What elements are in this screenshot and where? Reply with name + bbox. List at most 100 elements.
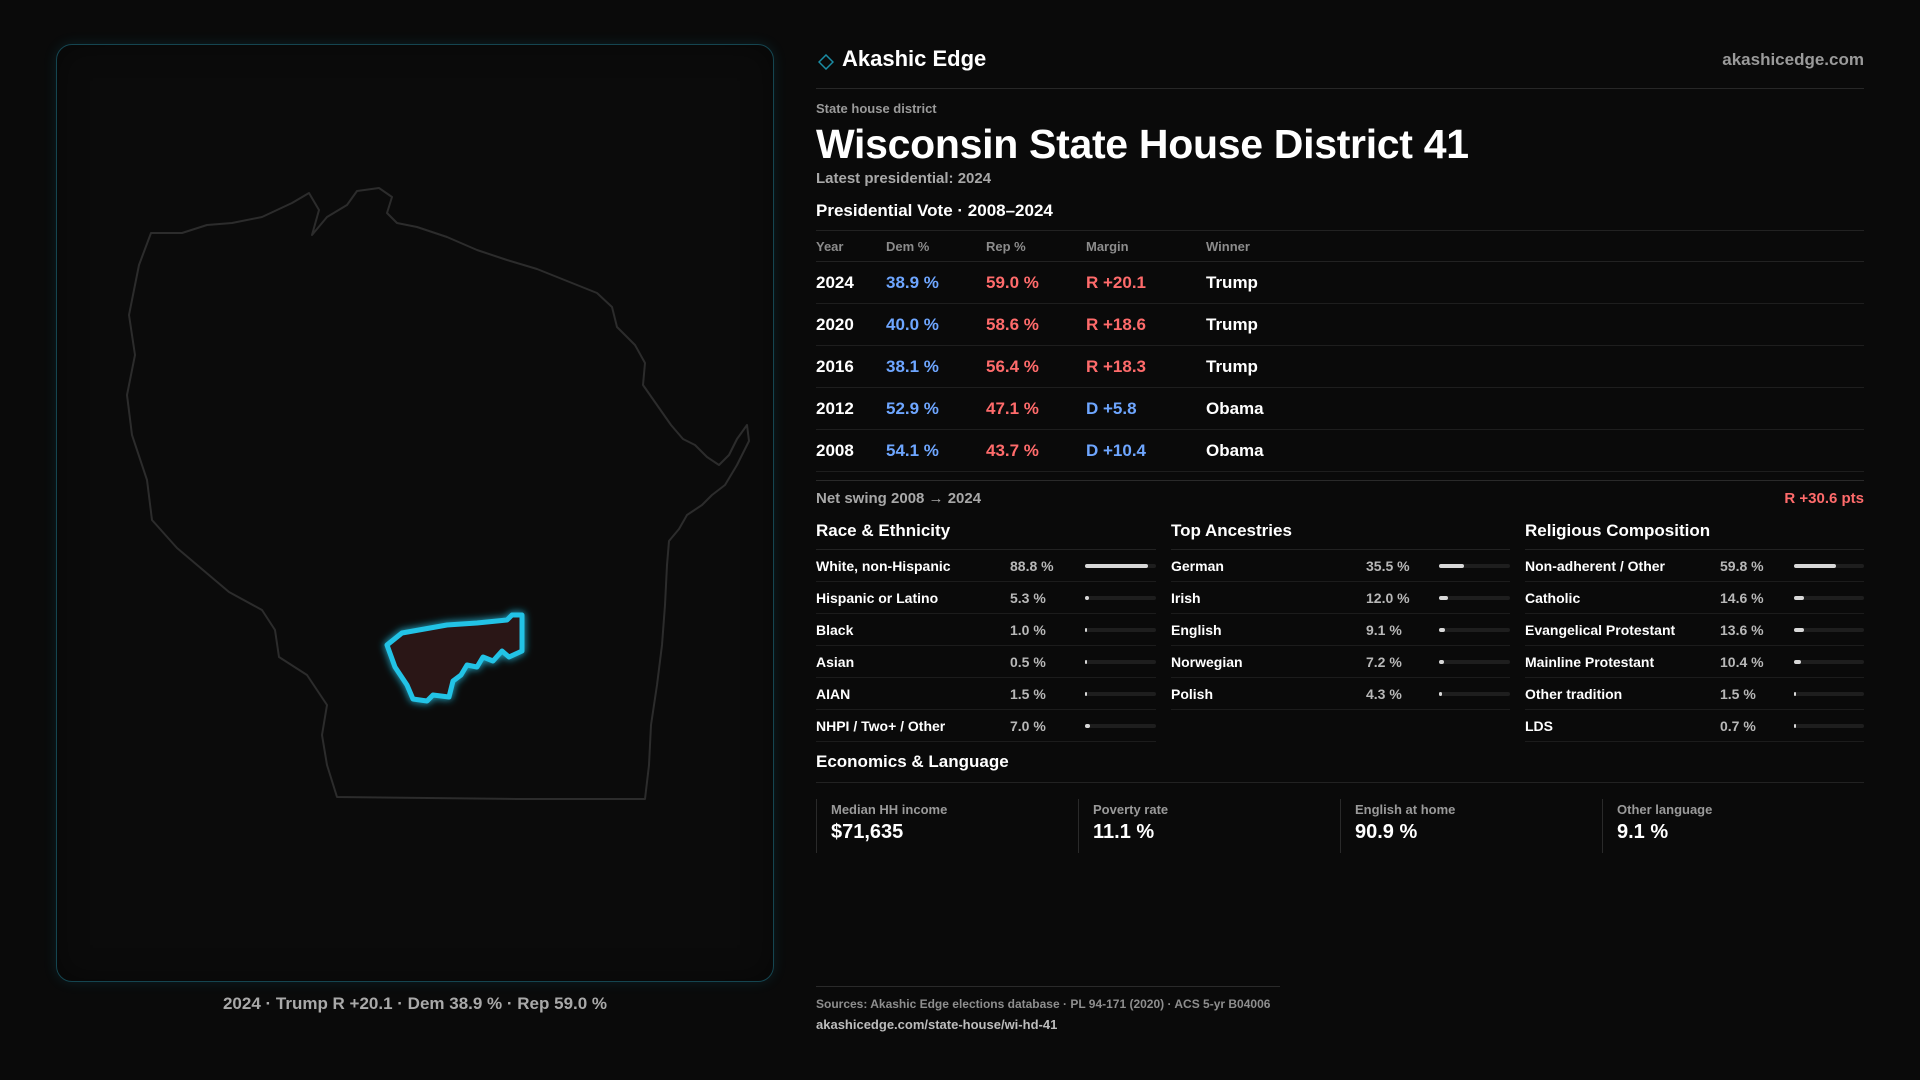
metric-divider [1078,799,1079,853]
margin-cell: R +20.1 [1086,261,1206,304]
metric-label: Poverty rate [1093,802,1169,817]
stat-row: English 9.1 % [1171,614,1510,646]
stat-row: Mainline Protestant 10.4 % [1525,646,1864,678]
stat-bar-fill [1794,628,1804,632]
stat-value: 14.6 % [1720,590,1764,606]
stat-value: 4.3 % [1366,686,1402,702]
rep-cell: 56.4 % [986,345,1086,388]
economics-metrics: Median HH income $71,635 Poverty rate 11… [816,799,1864,853]
stat-row: Other tradition 1.5 % [1525,678,1864,710]
page-url-link[interactable]: akashicedge.com/state-house/wi-hd-41 [816,1017,1058,1032]
dem-cell: 54.1 % [886,429,986,472]
race-ethnicity-title: Race & Ethnicity [816,521,1156,550]
stat-bar-fill [1439,692,1442,696]
stat-label: Non-adherent / Other [1525,558,1666,574]
detail-panel: Akashic Edge akashicedge.com State house… [816,40,1864,853]
table-row: 2020 40.0 % 58.6 % R +18.6 Trump [816,303,1864,346]
metric-label: English at home [1355,802,1456,817]
column-header-winner: Winner [1206,231,1864,262]
metric-value: 9.1 % [1617,821,1669,843]
stat-bar-fill [1794,692,1796,696]
site-link[interactable]: akashicedge.com [1722,50,1864,69]
sources-footer: Sources: Akashic Edge elections database… [816,986,1280,1032]
stat-value: 9.1 % [1366,622,1402,638]
stat-row: White, non-Hispanic 88.8 % [816,550,1156,582]
stat-label: Asian [816,654,855,670]
map-panel[interactable] [56,44,774,982]
margin-cell: D +10.4 [1086,429,1206,472]
winner-cell: Trump [1206,303,1864,346]
economics-title: Economics & Language [816,752,1864,783]
stat-label: Black [816,622,854,638]
stat-label: Norwegian [1171,654,1243,670]
presidential-vote-table: Year Dem % Rep % Margin Winner 2024 38.9… [816,231,1864,472]
margin-cell: R +18.3 [1086,345,1206,388]
stat-bar-fill [1085,628,1087,632]
stat-bar-fill [1439,564,1464,568]
brand-name[interactable]: Akashic Edge [842,46,987,71]
stat-row: LDS 0.7 % [1525,710,1864,742]
column-header-year: Year [816,231,886,262]
stat-value: 13.6 % [1720,622,1764,638]
column-header-margin: Margin [1086,231,1206,262]
dem-cell: 52.9 % [886,387,986,430]
year-cell: 2008 [816,429,886,472]
stat-bar-fill [1794,564,1836,568]
stat-row: NHPI / Two+ / Other 7.0 % [816,710,1156,742]
stat-bar-track [1794,596,1864,600]
ancestries-section: Top Ancestries German 35.5 % Irish 12.0 % En… [1171,521,1510,742]
stat-row: Polish 4.3 % [1171,678,1510,710]
table-row: 2012 52.9 % 47.1 % D +5.8 Obama [816,387,1864,430]
stat-label: Irish [1171,590,1201,606]
stat-bar-fill [1439,596,1448,600]
stat-bar-track [1439,692,1510,696]
stat-label: Other tradition [1525,686,1623,702]
metric-english-at-home: English at home 90.9 % [1340,799,1602,853]
stat-row: AIAN 1.5 % [816,678,1156,710]
dem-cell: 38.9 % [886,261,986,304]
stat-row: Black 1.0 % [816,614,1156,646]
district-map[interactable] [57,45,775,983]
year-cell: 2024 [816,261,886,304]
stat-value: 88.8 % [1010,558,1054,574]
stat-bar-track [1439,628,1510,632]
winner-cell: Obama [1206,387,1864,430]
net-swing-value: R +30.6 pts [1784,490,1864,507]
stat-bar-fill [1794,660,1801,664]
diamond-icon [818,54,834,70]
metric-divider [1602,799,1603,853]
metric-label: Other language [1617,802,1713,817]
stat-row: German 35.5 % [1171,550,1510,582]
stat-value: 1.0 % [1010,622,1046,638]
stat-row: Irish 12.0 % [1171,582,1510,614]
stat-value: 7.2 % [1366,654,1402,670]
stat-value: 12.0 % [1366,590,1410,606]
stat-value: 0.5 % [1010,654,1046,670]
year-cell: 2012 [816,387,886,430]
page-title: Wisconsin State House District 41 [816,121,1469,167]
metric-value: 11.1 % [1093,821,1155,843]
winner-cell: Trump [1206,261,1864,304]
stat-value: 1.5 % [1010,686,1046,702]
demographics-columns: Race & Ethnicity White, non-Hispanic 88.8… [816,521,1864,742]
district-outline[interactable] [384,612,525,704]
stat-label: NHPI / Two+ / Other [816,718,946,734]
stat-label: Evangelical Protestant [1525,622,1676,638]
stat-bar-track [1439,660,1510,664]
sources-text: Sources: Akashic Edge elections database… [816,997,1271,1011]
stat-bar-fill [1085,660,1087,664]
stat-label: German [1171,558,1224,574]
stat-value: 0.7 % [1720,718,1756,734]
stat-value: 7.0 % [1010,718,1046,734]
stat-bar-fill [1085,692,1087,696]
stat-bar-track [1794,724,1864,728]
stat-bar-track [1085,724,1156,728]
stat-row: Hispanic or Latino 5.3 % [816,582,1156,614]
stat-bar-track [1439,596,1510,600]
religion-section: Religious Composition Non-adherent / Oth… [1525,521,1864,742]
state-outline [126,187,750,800]
stat-bar-track [1085,564,1156,568]
margin-cell: D +5.8 [1086,387,1206,430]
metric-label: Median HH income [831,802,948,817]
stat-bar-track [1794,628,1864,632]
